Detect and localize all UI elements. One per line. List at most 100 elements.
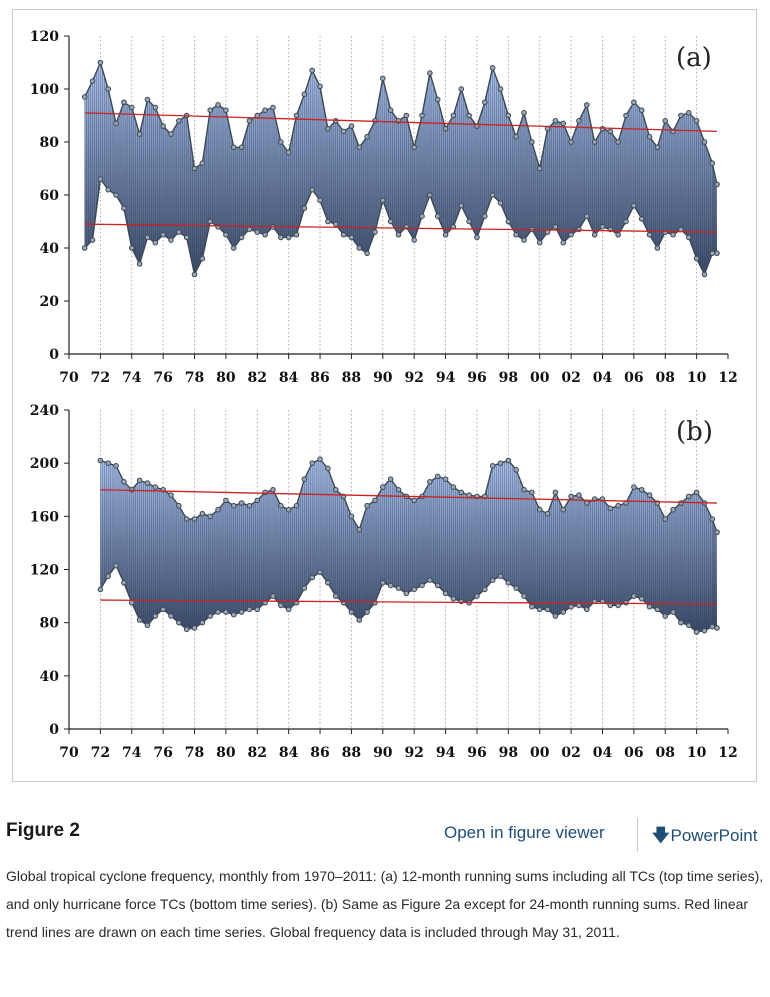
chart2-point-upper <box>450 484 457 490</box>
chart2-point-upper <box>183 516 190 522</box>
chart2-point-lower <box>223 609 229 615</box>
chart1-point-lower <box>709 250 716 257</box>
chart2-point-upper <box>356 526 363 533</box>
chart2-point-upper <box>97 457 104 464</box>
open-in-figure-viewer-link[interactable]: Open in figure viewer <box>444 823 605 842</box>
chart1-point-lower <box>701 271 708 278</box>
chart1-point-lower <box>199 255 206 262</box>
chart2-point-lower <box>505 579 512 586</box>
chart2-point-lower <box>356 617 363 623</box>
chart1-point-upper <box>191 165 198 172</box>
chart2-point-lower <box>427 577 433 583</box>
chart2-point-upper <box>301 476 308 482</box>
chart1-point-lower <box>466 218 472 225</box>
chart1-point-lower <box>168 237 174 243</box>
chart1-point-lower <box>81 245 88 251</box>
powerpoint-label: PowerPoint <box>670 826 758 845</box>
chart2-point-upper <box>144 480 151 486</box>
chart2-point-lower <box>230 611 237 618</box>
chart2-point-upper <box>238 500 245 506</box>
chart2-point-lower <box>372 599 378 606</box>
chart1-point-upper <box>387 107 394 113</box>
chart2-point-lower <box>623 599 629 606</box>
figure-caption: Global tropical cyclone frequency, month… <box>6 868 764 940</box>
chart1-point-upper <box>254 112 261 119</box>
chart2-point-upper <box>270 486 276 493</box>
chart1-point-upper <box>364 133 370 140</box>
chart2-point-upper <box>278 502 284 509</box>
chart1-point-upper <box>121 99 127 106</box>
chart2-point-upper <box>536 506 543 513</box>
chart1-point-upper <box>615 139 621 145</box>
chart1-point-lower <box>207 218 214 225</box>
chart2-point-lower <box>246 606 253 613</box>
chart1-point-lower <box>301 205 308 212</box>
chart1-point-upper <box>152 104 159 111</box>
chart1-trend-upper-line <box>84 112 718 133</box>
chart1-point-upper <box>466 112 472 119</box>
chart1-point-lower <box>714 250 720 257</box>
chart2-point-lower <box>678 619 684 626</box>
powerpoint-download-link[interactable]: 🡇PowerPoint <box>652 823 757 852</box>
chart2-point-upper <box>615 502 621 509</box>
chart2-point-lower <box>513 585 519 591</box>
chart1-point-lower <box>230 245 237 251</box>
chart2-point-upper <box>387 476 394 482</box>
chart1-point-upper <box>505 112 512 119</box>
chart2-point-lower <box>489 577 496 583</box>
chart2-point-upper <box>113 463 119 469</box>
chart1-x-tick-label: 78 <box>185 370 204 386</box>
chart1-x-tick-label: 98 <box>499 370 518 386</box>
chart1-x-tick-label: 84 <box>279 370 299 386</box>
chart1-point-upper <box>521 110 527 116</box>
chart1-point-upper <box>113 120 119 127</box>
chart1-x-tick-label: 10 <box>687 370 707 386</box>
chart1-point-upper <box>215 102 221 108</box>
chart2-point-lower <box>654 606 661 613</box>
chart2-y-tick-label: 160 <box>30 509 59 525</box>
chart1-point-upper <box>536 165 543 172</box>
chart1-x-tick-label: 06 <box>624 370 643 386</box>
chart2-point-lower <box>317 569 323 575</box>
chart2-point-lower <box>662 613 669 619</box>
download-icon: 🡇 <box>652 826 670 845</box>
chart2-point-upper <box>678 500 684 506</box>
chart2-point-lower <box>434 582 441 589</box>
chart2-x-tick-label: 86 <box>310 745 329 761</box>
chart2-point-lower <box>309 574 316 581</box>
chart1-point-lower <box>113 192 119 198</box>
chart1-x-tick-label: 74 <box>122 370 142 386</box>
chart1-point-upper <box>497 86 504 92</box>
chart1-point-upper <box>607 128 614 135</box>
chart2-point-upper <box>607 505 614 512</box>
chart2-point-upper <box>332 486 339 493</box>
chart2-point-upper <box>325 465 331 472</box>
chart1-point-lower <box>685 234 692 241</box>
chart2-point-lower <box>160 606 166 613</box>
chart1-point-upper <box>599 125 606 132</box>
chart2-point-upper <box>136 477 143 484</box>
chart1-point-lower <box>442 231 449 238</box>
chart1-point-lower <box>623 218 629 225</box>
chart2-point-upper <box>207 513 214 520</box>
chart2-point-lower <box>136 617 143 623</box>
chart1-point-lower <box>458 202 465 209</box>
chart1-point-lower <box>631 202 637 209</box>
chart1-y-tick-label: 80 <box>40 135 60 151</box>
chart2-point-lower <box>403 590 410 597</box>
chart2-x-tick-label: 12 <box>718 745 737 761</box>
chart2-point-upper <box>709 516 716 522</box>
chart1-point-lower <box>576 226 582 233</box>
chart1-point-upper <box>662 118 669 124</box>
chart1-point-upper <box>419 112 425 119</box>
chart2-point-lower <box>411 586 417 593</box>
chart2-point-upper <box>583 500 590 506</box>
chart2-point-upper <box>168 492 174 498</box>
chart1-point-upper <box>701 139 708 145</box>
chart2-point-lower <box>207 613 214 619</box>
chart2-point-lower <box>128 599 135 606</box>
chart2-point-lower <box>536 606 543 613</box>
chart2-x-tick-label: 82 <box>248 745 267 761</box>
chart2-point-upper <box>411 497 417 504</box>
chart2-point-upper <box>176 502 182 509</box>
